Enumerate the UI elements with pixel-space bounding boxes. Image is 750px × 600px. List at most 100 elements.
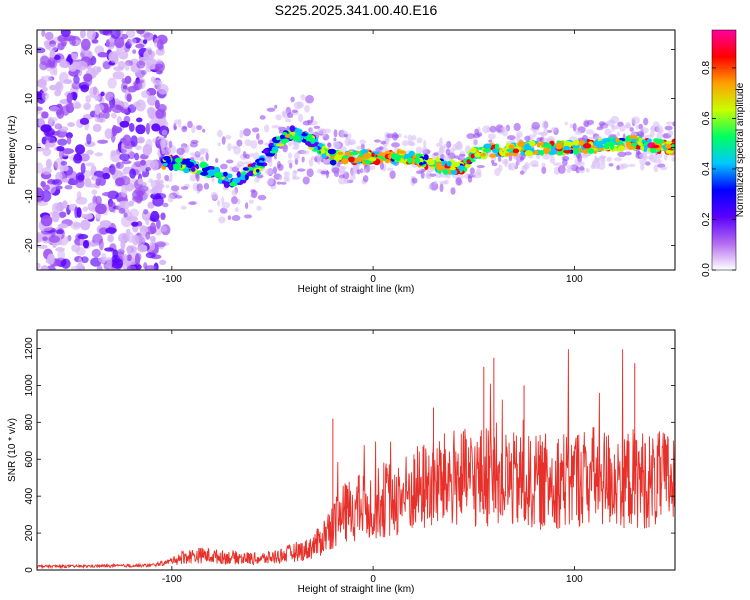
- noise-blob: [79, 117, 90, 125]
- haze-blob: [239, 129, 244, 139]
- haze-blob: [293, 144, 300, 148]
- noise-blob: [145, 217, 150, 226]
- haze-blob: [635, 124, 639, 130]
- ridge-blob: [423, 154, 429, 161]
- haze-blob: [211, 176, 215, 183]
- noise-blob: [87, 202, 95, 211]
- noise-blob: [155, 108, 165, 119]
- haze-blob: [617, 151, 627, 158]
- ridge-blob: [572, 144, 581, 149]
- noise-blob: [57, 42, 65, 51]
- ridge-blob: [480, 153, 486, 157]
- noise-blob: [42, 236, 48, 241]
- noise-blob: [92, 123, 102, 132]
- haze-blob: [389, 170, 396, 179]
- noise-blob: [136, 136, 145, 144]
- haze-blob: [195, 151, 203, 155]
- noise-blob: [123, 212, 128, 218]
- ridge-blob: [597, 140, 607, 145]
- ridge-blob: [289, 125, 296, 133]
- haze-blob: [374, 139, 381, 143]
- noise-blob: [93, 170, 105, 178]
- ridge-blob: [664, 143, 672, 149]
- noise-blob: [89, 242, 100, 247]
- haze-blob: [257, 194, 267, 201]
- noise-blob: [123, 253, 128, 262]
- ridge-blob: [236, 171, 241, 178]
- haze-blob: [221, 201, 230, 209]
- haze-blob: [243, 128, 251, 137]
- ridge-blob: [512, 148, 520, 154]
- haze-blob: [472, 133, 481, 139]
- noise-blob: [37, 190, 44, 200]
- ridge-blob: [397, 150, 407, 154]
- haze-blob: [242, 151, 247, 159]
- noise-blob: [159, 259, 167, 265]
- noise-blob: [157, 84, 169, 95]
- haze-blob: [214, 158, 219, 164]
- noise-blob: [146, 95, 158, 106]
- haze-blob: [640, 164, 645, 171]
- haze-blob: [227, 142, 232, 152]
- noise-blob: [94, 111, 99, 123]
- ridge-blob: [221, 180, 226, 184]
- noise-blob: [135, 145, 142, 151]
- haze-blob: [386, 133, 395, 139]
- ridge-blob: [391, 153, 399, 160]
- noise-blob: [107, 77, 117, 89]
- ridge-blob: [508, 144, 515, 150]
- noise-blob: [71, 81, 82, 90]
- noise-blob: [100, 91, 105, 97]
- noise-blob: [146, 58, 158, 70]
- haze-blob: [616, 165, 620, 171]
- noise-blob: [119, 200, 126, 207]
- noise-blob: [74, 206, 79, 219]
- haze-blob: [415, 146, 423, 155]
- ridge-blob: [615, 137, 620, 143]
- noise-blob: [135, 124, 146, 135]
- ridge-blob: [313, 146, 319, 151]
- ridge-blob: [353, 157, 358, 164]
- haze-blob: [217, 142, 221, 147]
- haze-blob: [587, 136, 595, 140]
- ridge-blob: [329, 159, 337, 166]
- noise-blob: [135, 79, 145, 84]
- haze-blob: [164, 121, 169, 127]
- haze-blob: [300, 150, 310, 155]
- ridge-blob: [362, 152, 372, 160]
- haze-blob: [256, 205, 262, 211]
- noise-blob: [57, 223, 69, 229]
- haze-blob: [609, 120, 616, 124]
- noise-blob: [71, 39, 76, 45]
- noise-blob: [97, 52, 108, 58]
- noise-blob: [119, 176, 131, 186]
- haze-blob: [271, 125, 281, 129]
- noise-blob: [140, 159, 146, 166]
- haze-blob: [289, 162, 293, 169]
- haze-blob: [338, 177, 346, 185]
- ridge-blob: [412, 155, 417, 159]
- noise-blob: [53, 54, 61, 61]
- haze-blob: [219, 207, 228, 214]
- haze-blob: [297, 113, 304, 123]
- ridge-blob: [292, 135, 301, 142]
- noise-blob: [42, 226, 52, 232]
- noise-blob: [110, 151, 122, 163]
- haze-blob: [168, 140, 173, 149]
- noise-blob: [44, 31, 54, 41]
- haze-blob: [251, 127, 260, 133]
- noise-blob: [129, 208, 139, 218]
- ridge-blob: [289, 135, 294, 140]
- haze-blob: [167, 193, 174, 203]
- haze-blob: [293, 101, 303, 110]
- noise-blob: [137, 178, 144, 185]
- noise-blob: [132, 101, 142, 108]
- noise-blob: [45, 158, 52, 169]
- ridge-blob: [474, 152, 481, 158]
- haze-blob: [531, 121, 541, 130]
- haze-blob: [202, 128, 206, 133]
- noise-blob: [159, 225, 168, 232]
- noise-blob: [70, 221, 81, 231]
- haze-blob: [653, 164, 659, 173]
